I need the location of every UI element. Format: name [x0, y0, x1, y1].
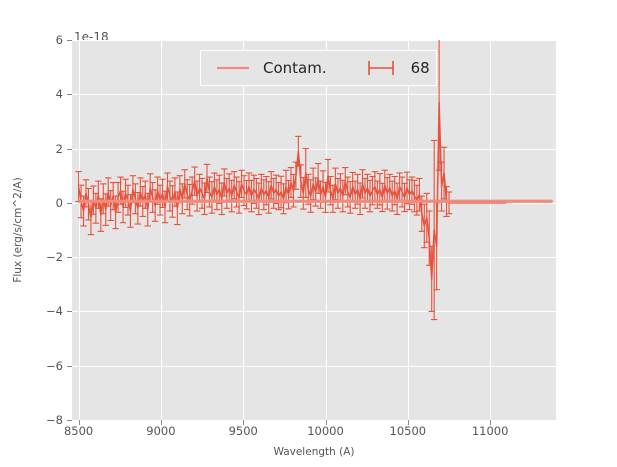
y-tick-label: 6: [55, 33, 63, 47]
y-tick-label: −8: [46, 413, 63, 427]
y-tick-label: −6: [46, 358, 63, 373]
legend-label-contam: Contam.: [263, 59, 327, 77]
y-tick-label: −4: [46, 304, 63, 319]
gridline-vertical: [243, 40, 245, 420]
x-axis-label: Wavelength (A): [273, 446, 355, 458]
plot-area: [72, 40, 556, 420]
legend-errorbar-swatch: [367, 61, 394, 75]
y-tick-mark: [67, 202, 72, 204]
gridline-vertical: [325, 40, 327, 420]
gridline-horizontal: [72, 365, 556, 367]
data-series-layer: [75, 40, 553, 321]
y-tick-mark: [67, 148, 72, 150]
legend-label-68: 68: [410, 59, 430, 77]
y-axis-label: Flux (erg/s/cm^2/A): [12, 177, 24, 283]
gridline-horizontal: [72, 311, 556, 313]
x-tick-label: 10000: [307, 424, 344, 438]
x-tick-label: 11000: [471, 424, 509, 438]
x-tick-mark: [490, 420, 492, 425]
x-tick-mark: [325, 420, 327, 425]
legend-entry-68[interactable]: 68: [361, 59, 430, 77]
legend-line-swatch: [217, 66, 249, 70]
y-tick-label: −2: [46, 250, 63, 265]
gridline-vertical: [78, 40, 80, 420]
y-tick-mark: [67, 365, 72, 367]
gridline-horizontal: [72, 257, 556, 259]
x-tick-label: 9500: [228, 424, 258, 438]
y-tick-mark: [67, 311, 72, 313]
y-tick-mark: [67, 257, 72, 259]
gridline-horizontal: [72, 202, 556, 204]
legend-entry-contam[interactable]: Contam.: [213, 59, 327, 77]
gridline-horizontal: [72, 40, 556, 41]
legend[interactable]: Contam. 68: [200, 50, 437, 86]
x-tick-label: 9000: [146, 424, 176, 438]
x-tick-mark: [407, 420, 409, 425]
x-tick-label: 10500: [389, 424, 427, 438]
y-tick-mark: [67, 94, 72, 96]
x-tick-mark: [78, 420, 80, 425]
y-tick-mark: [67, 40, 72, 41]
y-tick-label: 4: [55, 87, 63, 102]
y-tick-label: 2: [55, 141, 63, 156]
gridline-horizontal: [72, 94, 556, 96]
y-tick-label: 0: [55, 195, 63, 210]
x-tick-mark: [243, 420, 245, 425]
x-tick-mark: [160, 420, 162, 425]
y-tick-mark: [67, 420, 72, 421]
gridline-vertical: [407, 40, 409, 420]
gridline-vertical: [490, 40, 492, 420]
gridline-horizontal: [72, 148, 556, 150]
x-tick-label: 8500: [63, 424, 94, 438]
gridline-vertical: [160, 40, 162, 420]
